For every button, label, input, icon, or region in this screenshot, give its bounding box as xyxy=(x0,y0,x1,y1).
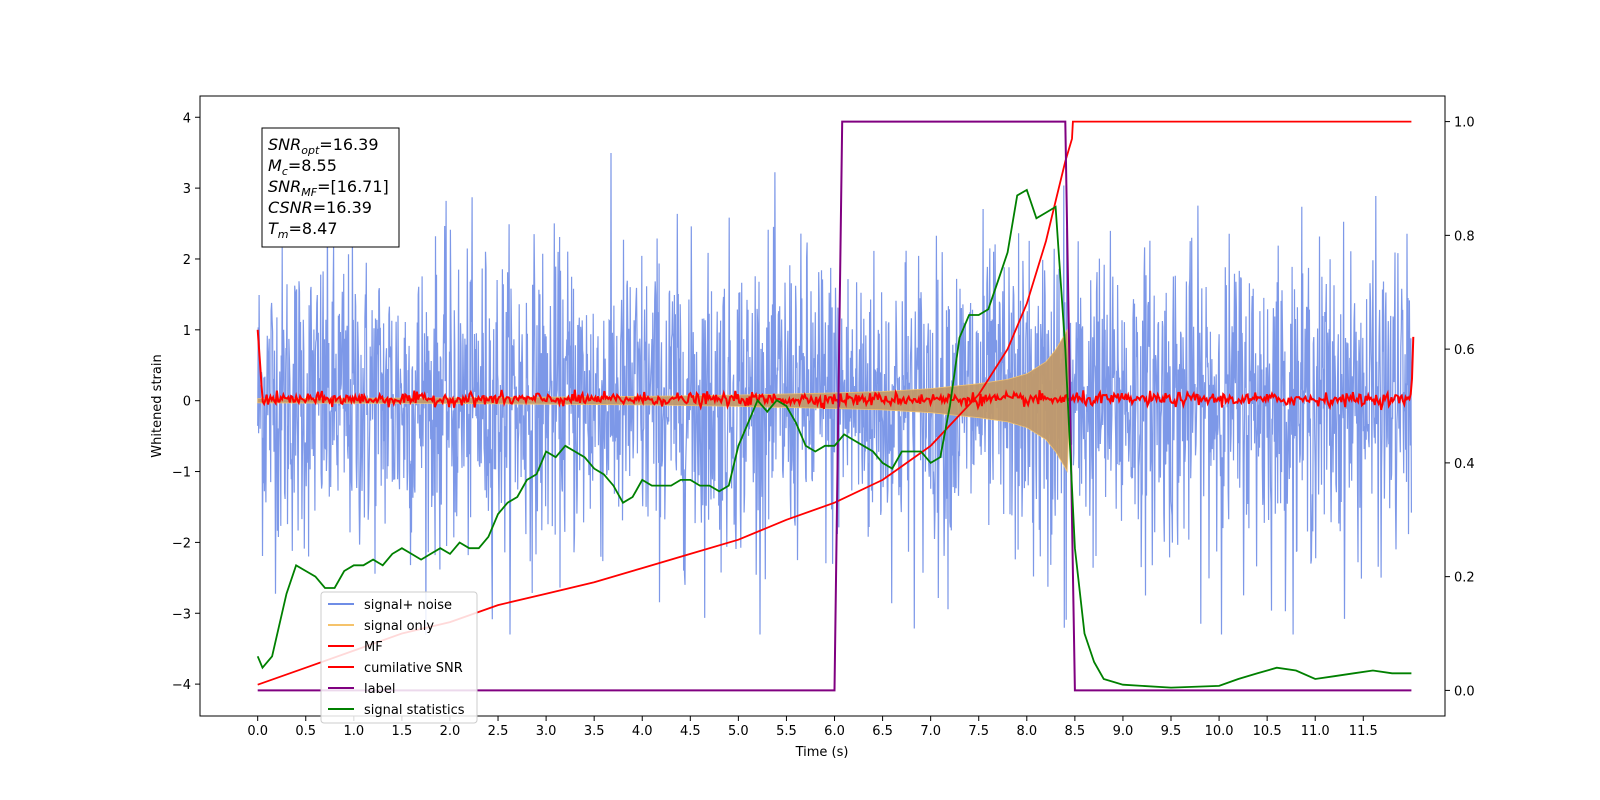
x-tick-label: 11.0 xyxy=(1301,724,1330,739)
x-tick-label: 9.0 xyxy=(1113,724,1134,739)
y-tick-label: 1 xyxy=(183,324,191,339)
x-tick-label: 7.5 xyxy=(968,724,989,739)
x-tick-label: 4.5 xyxy=(680,724,701,739)
plot-frame xyxy=(199,95,1446,717)
x-axis: 0.0 0.5 1.0 1.5 2.0 2.5 3.0 3.5 4.0 4.5 5.0 5.5 6.0 6… xyxy=(247,716,1378,739)
x-tick-label: 1.5 xyxy=(392,724,413,739)
legend-entry: signal+ noise xyxy=(364,598,452,613)
x-tick-label: 3.5 xyxy=(584,724,605,739)
x-tick-label: 1.0 xyxy=(343,724,364,739)
legend-entry: signal only xyxy=(364,619,434,634)
y2-tick-label: 0.2 xyxy=(1454,571,1475,586)
x-tick-label: 0.5 xyxy=(295,724,316,739)
x-tick-label: 10.5 xyxy=(1253,724,1282,739)
x-tick-label: 4.0 xyxy=(632,724,653,739)
x-tick-label: 8.0 xyxy=(1016,724,1037,739)
y2-tick-label: 0.0 xyxy=(1454,684,1475,699)
x-tick-label: 3.0 xyxy=(536,724,557,739)
annotation-frame xyxy=(261,127,400,248)
y-tick-label: −2 xyxy=(172,536,191,551)
x-tick-label: 5.0 xyxy=(728,724,749,739)
y-tick-label: 0 xyxy=(183,395,191,410)
series-layer xyxy=(256,120,1415,692)
y-tick-label: −3 xyxy=(172,607,191,622)
legend-entry: cumilative SNR xyxy=(364,661,463,676)
annotation-line: Mc=8.55 xyxy=(268,156,337,178)
annotation-box: SNRopt=16.39Mc=8.55SNRMF=[16.71]CSNR=16.… xyxy=(261,127,400,248)
y-axis-right: 0.0 0.2 0.4 0.6 0.8 1.0 xyxy=(1445,116,1475,699)
x-tick-label: 0.0 xyxy=(247,724,268,739)
legend: signal+ noise signal only MF cumilative SNR… xyxy=(320,591,478,724)
legend-entry: MF xyxy=(364,640,383,655)
legend-entry: signal statistics xyxy=(364,703,465,718)
x-axis-label: Time (s) xyxy=(795,745,849,760)
legend-entry: label xyxy=(364,682,395,697)
y-axis-left: −4 −3 −2 −1 0 1 2 3 4 xyxy=(172,111,200,693)
y2-tick-label: 1.0 xyxy=(1454,116,1475,131)
y-axis-label: Whitened strain xyxy=(150,354,165,457)
x-tick-label: 6.5 xyxy=(872,724,893,739)
x-tick-label: 6.0 xyxy=(824,724,845,739)
y2-tick-label: 0.8 xyxy=(1454,229,1475,244)
y2-tick-label: 0.6 xyxy=(1454,343,1475,358)
x-tick-label: 2.0 xyxy=(440,724,461,739)
annotation-line: SNRMF=[16.71] xyxy=(268,177,389,199)
annotation-line: CSNR=16.39 xyxy=(268,198,372,217)
x-tick-label: 2.5 xyxy=(488,724,509,739)
series-label xyxy=(257,120,1412,692)
x-tick-label: 10.0 xyxy=(1205,724,1234,739)
y-tick-label: 4 xyxy=(183,111,191,126)
annotation-line: SNRopt=16.39 xyxy=(268,135,379,157)
x-tick-label: 5.5 xyxy=(776,724,797,739)
x-tick-label: 8.5 xyxy=(1065,724,1086,739)
series-signal-statistics xyxy=(256,188,1412,689)
series-mf xyxy=(256,329,1415,411)
annotation-line: Tm=8.47 xyxy=(268,219,338,241)
y-tick-label: 3 xyxy=(183,182,191,197)
y-tick-label: −4 xyxy=(172,678,191,693)
plot-area xyxy=(199,95,1446,717)
legend-frame xyxy=(320,591,478,724)
y-tick-label: −1 xyxy=(172,466,191,481)
series-signal-noise xyxy=(257,152,1412,635)
y-tick-label: 2 xyxy=(183,253,191,268)
x-tick-label: 9.5 xyxy=(1161,724,1182,739)
x-tick-label: 7.0 xyxy=(920,724,941,739)
x-tick-label: 11.5 xyxy=(1349,724,1378,739)
y2-tick-label: 0.4 xyxy=(1454,457,1475,472)
